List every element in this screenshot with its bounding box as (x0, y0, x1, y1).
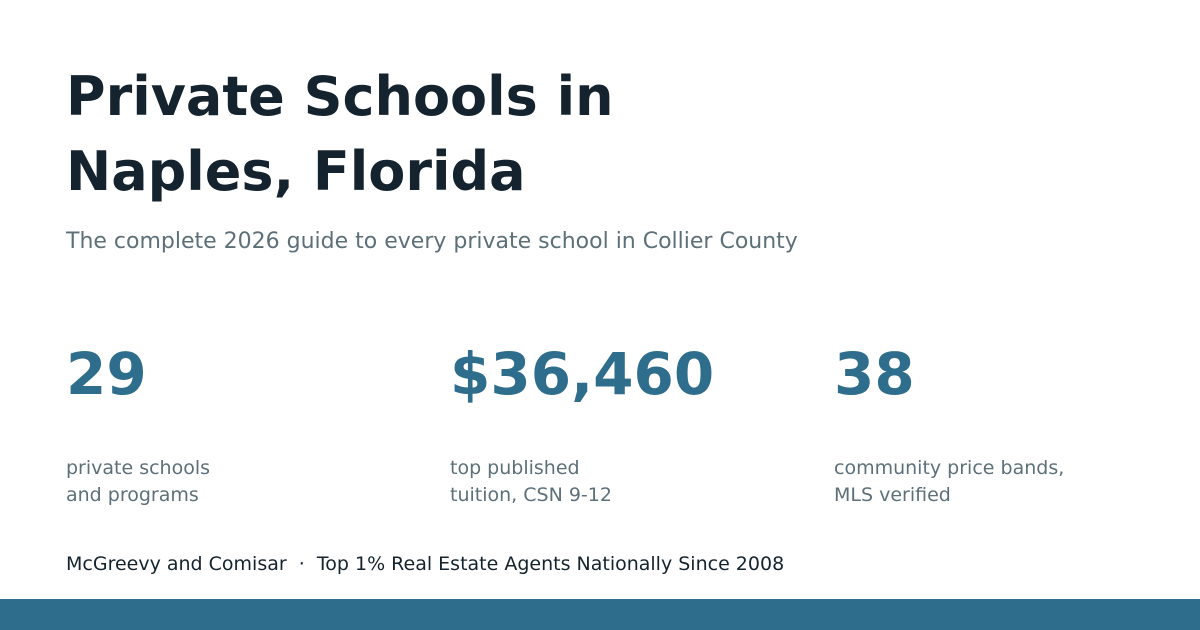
bottom-bar (0, 599, 1200, 630)
subtitle: The complete 2026 guide to every private… (66, 229, 798, 254)
stat-label: MLS verified (834, 484, 951, 506)
stat-label: private schools (66, 457, 211, 479)
title-line: Naples, Florida (66, 140, 526, 203)
stat-label: and programs (66, 484, 199, 506)
footer: McGreevy and Comisar · Top 1% Real Estat… (66, 553, 785, 575)
stat-value: 29 (66, 340, 147, 408)
stat-label: tuition, CSN 9-12 (450, 484, 612, 506)
stat-value: 38 (834, 340, 915, 408)
stat-value: $36,460 (450, 340, 715, 408)
stat-label: top published (450, 457, 580, 479)
stat-label: community price bands, (834, 457, 1065, 479)
title-line: Private Schools in (66, 65, 614, 128)
